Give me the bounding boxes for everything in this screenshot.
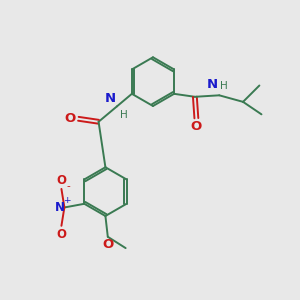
Text: N: N	[105, 92, 116, 105]
Text: O: O	[56, 228, 66, 241]
Text: O: O	[102, 238, 113, 251]
Text: H: H	[220, 81, 228, 91]
Text: -: -	[66, 182, 70, 192]
Text: O: O	[65, 112, 76, 125]
Text: N: N	[54, 201, 64, 214]
Text: +: +	[63, 196, 70, 205]
Text: O: O	[191, 120, 202, 133]
Text: N: N	[207, 78, 218, 91]
Text: O: O	[56, 174, 66, 187]
Text: H: H	[120, 110, 128, 121]
